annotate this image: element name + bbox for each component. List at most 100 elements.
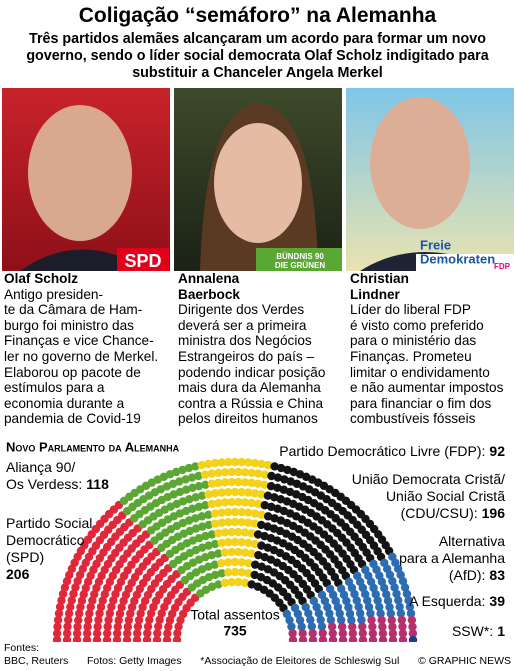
seat xyxy=(227,497,236,507)
seat xyxy=(250,539,260,549)
face xyxy=(214,123,302,243)
bio-line: e não aumentar impostos xyxy=(350,380,504,396)
seat xyxy=(388,576,397,586)
footer: Fontes: BBC, Reuters Fotos: Getty Images… xyxy=(4,642,511,668)
seat xyxy=(378,622,387,631)
seat xyxy=(210,489,220,498)
seat xyxy=(112,635,122,642)
seat xyxy=(247,580,256,589)
seat xyxy=(82,629,92,638)
seat xyxy=(54,609,64,618)
seat xyxy=(188,483,197,493)
seat xyxy=(230,487,240,497)
seat xyxy=(237,568,246,577)
party-name: União Democrata Cristã/ xyxy=(352,471,505,487)
seat xyxy=(244,518,253,527)
seat xyxy=(217,569,226,578)
party-label: Partido Democrático Livre (FDP): 92 xyxy=(279,443,505,459)
seat xyxy=(71,583,80,592)
seat xyxy=(187,473,197,482)
seat xyxy=(191,493,200,502)
seat xyxy=(234,577,243,587)
seat xyxy=(184,516,194,525)
seat xyxy=(257,541,266,550)
seat xyxy=(312,602,321,612)
seat xyxy=(318,629,327,638)
seat xyxy=(207,530,217,539)
seat xyxy=(57,596,66,605)
party-name: Os Verdess: xyxy=(6,476,82,492)
seat xyxy=(210,458,220,468)
seat xyxy=(267,502,276,512)
party-label: Aliança 90/Os Verdess: 118 xyxy=(6,459,109,492)
person: Annalena Baerbock Dirigente dos Verdes deve… xyxy=(178,271,346,427)
person-name: Christian xyxy=(350,271,409,286)
seat xyxy=(207,499,216,509)
seat xyxy=(237,487,246,497)
seat xyxy=(133,622,143,631)
seat xyxy=(247,478,256,488)
seat xyxy=(308,635,318,642)
seat xyxy=(66,602,75,612)
bio-line: para financiar o fim dos xyxy=(350,395,492,411)
fdp-logo xyxy=(416,254,514,271)
seat xyxy=(227,547,236,557)
seat xyxy=(254,550,263,560)
seat xyxy=(408,635,418,642)
seat xyxy=(267,471,276,481)
party-name: (AfD): xyxy=(449,567,486,583)
spd-logo xyxy=(117,248,169,271)
seat xyxy=(378,629,388,638)
seat xyxy=(368,635,378,642)
seat xyxy=(333,603,343,612)
subtitle-line: Três partidos alemães alcançaram um acor… xyxy=(29,31,486,47)
party-seats-value: 206 xyxy=(6,566,30,582)
face xyxy=(370,97,470,229)
seat xyxy=(382,590,391,599)
seat xyxy=(104,615,113,625)
bio-line: ler no governo de Merkel. xyxy=(4,348,159,364)
seat xyxy=(388,635,398,642)
seat xyxy=(194,533,204,543)
seat xyxy=(188,504,197,513)
seat xyxy=(75,609,84,618)
seat xyxy=(152,635,162,642)
seat xyxy=(217,458,226,467)
seat xyxy=(153,622,163,631)
seat xyxy=(356,609,365,618)
seat xyxy=(214,580,223,589)
photo-credit: Fotos: Getty Images xyxy=(86,655,182,667)
seat xyxy=(224,568,233,577)
seat xyxy=(146,609,156,618)
seat xyxy=(197,565,207,574)
party-seats xyxy=(197,457,273,588)
seat xyxy=(253,530,263,539)
seat xyxy=(197,460,207,470)
seat xyxy=(217,538,226,548)
seat xyxy=(364,602,374,612)
seat xyxy=(298,629,307,638)
seat xyxy=(297,622,306,631)
party-name: Alternativa xyxy=(439,533,505,549)
seat xyxy=(224,517,233,527)
seat xyxy=(155,615,164,625)
seat xyxy=(350,589,359,599)
seat xyxy=(210,509,220,518)
seat xyxy=(185,495,194,504)
seat xyxy=(404,596,413,605)
seat xyxy=(84,615,93,625)
seat xyxy=(295,616,305,625)
bio-line: economia durante a xyxy=(4,395,125,411)
seat xyxy=(244,569,253,578)
seat xyxy=(117,603,126,612)
seat xyxy=(74,615,83,625)
seat xyxy=(358,629,368,638)
seat xyxy=(201,552,210,562)
seat xyxy=(237,538,246,547)
seat xyxy=(191,462,200,471)
person: Olaf Scholz Antigo presiden-te da Câmara … xyxy=(4,271,172,427)
seat xyxy=(250,509,260,518)
seat xyxy=(133,629,142,638)
seat xyxy=(82,635,92,642)
seat xyxy=(237,517,246,527)
